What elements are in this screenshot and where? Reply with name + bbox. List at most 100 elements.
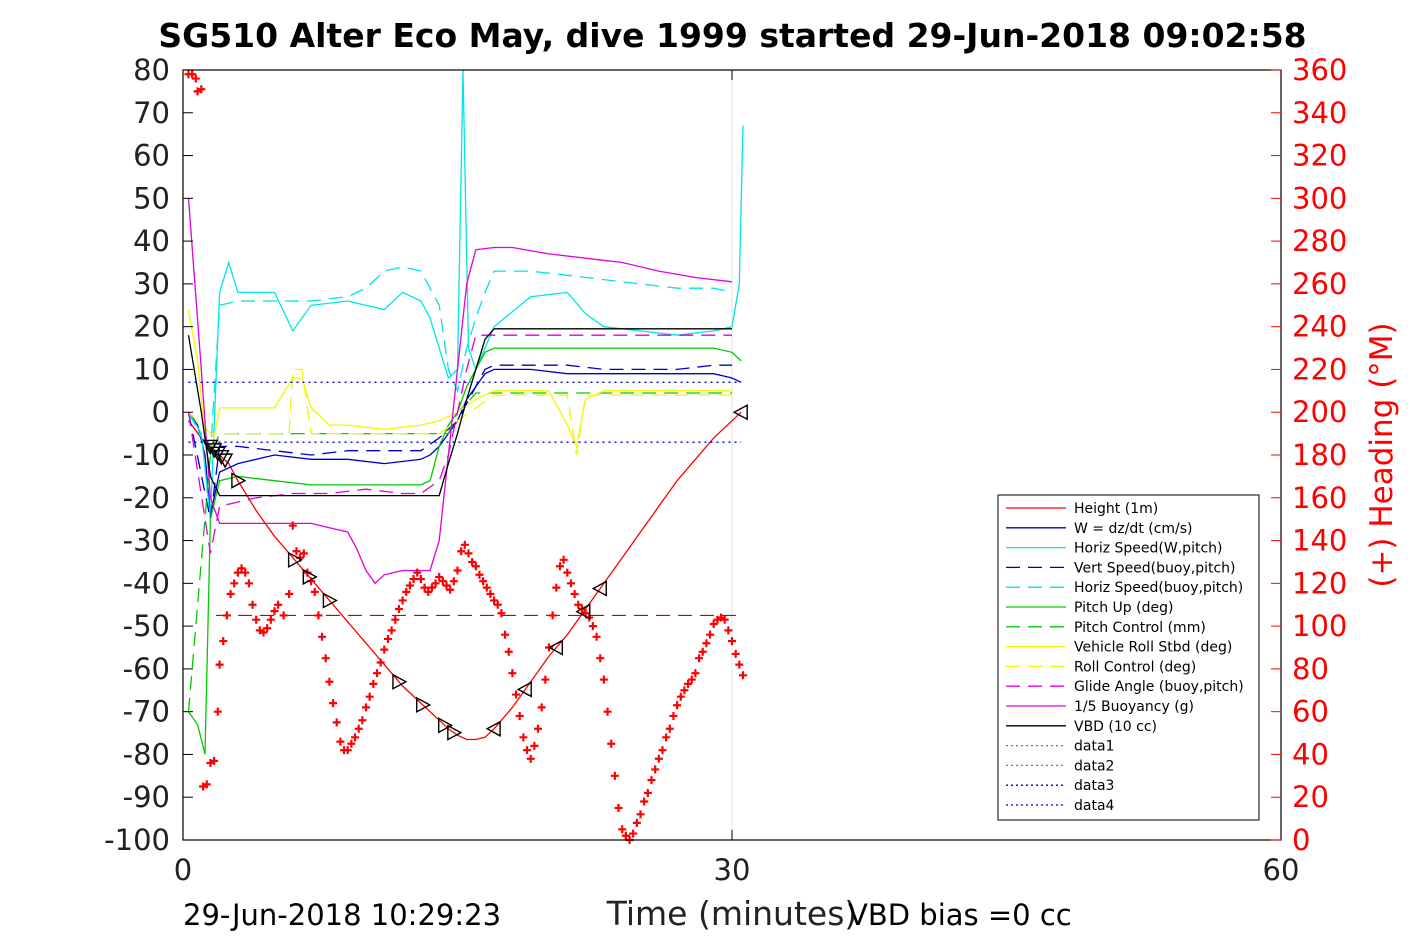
heading-point xyxy=(383,634,392,643)
x-axis-label: Time (minutes) xyxy=(606,894,858,933)
legend-label: Horiz Speed(buoy,pitch) xyxy=(1074,580,1243,596)
heading-point xyxy=(468,557,477,566)
heading-point xyxy=(464,549,473,558)
heading-point xyxy=(647,776,656,785)
heading-point xyxy=(673,701,682,710)
height-triangle-marker xyxy=(516,681,532,698)
heading-point xyxy=(460,540,469,549)
y-right-tick-label: 0 xyxy=(1292,823,1310,857)
y-left-tick-label: -90 xyxy=(123,780,170,814)
heading-point xyxy=(427,583,436,592)
heading-point xyxy=(508,669,517,678)
heading-point xyxy=(526,754,535,763)
heading-point xyxy=(279,611,288,620)
height-triangle-marker xyxy=(231,472,247,489)
y-left-tick-label: -80 xyxy=(123,737,170,771)
heading-point xyxy=(651,765,660,774)
height-triangle-marker xyxy=(437,717,454,734)
y-left-tick-label: -60 xyxy=(123,652,170,686)
heading-point xyxy=(501,630,510,639)
heading-point xyxy=(372,669,381,678)
heading-point xyxy=(669,711,678,720)
heading-point xyxy=(530,741,539,750)
y-right-tick-label: 40 xyxy=(1292,737,1329,771)
heading-point xyxy=(632,818,641,827)
heading-point xyxy=(614,803,623,812)
y-right-tick-label: 280 xyxy=(1292,224,1347,258)
heading-point xyxy=(336,737,345,746)
heading-point xyxy=(471,562,480,571)
y-axis-right-label: (+) Heading (°M) xyxy=(1364,322,1400,587)
heading-point xyxy=(299,549,308,558)
y-right-tick-label: 160 xyxy=(1292,481,1347,515)
legend-label: Height (1m) xyxy=(1074,501,1158,517)
heading-point xyxy=(365,692,374,701)
heading-point xyxy=(523,746,532,755)
heading-point xyxy=(453,566,462,575)
heading-point xyxy=(706,630,715,639)
legend: Height (1m) W = dz/dt (cm/s) Horiz Speed(W… xyxy=(997,494,1260,821)
heading-point xyxy=(226,590,235,599)
heading-point xyxy=(237,564,246,573)
x-tick-label: 30 xyxy=(714,853,751,887)
heading-point xyxy=(654,754,663,763)
series-line xyxy=(187,334,732,554)
y-right-tick-label: 80 xyxy=(1292,652,1329,686)
height-triangle-marker xyxy=(287,551,304,568)
heading-point xyxy=(197,85,206,94)
y-left-tick-label: -30 xyxy=(123,524,170,558)
height-triangle-marker xyxy=(447,724,463,741)
heading-point xyxy=(380,645,389,654)
heading-point xyxy=(574,600,583,609)
heading-point xyxy=(435,572,444,581)
legend-label: Roll Control (deg) xyxy=(1074,659,1196,675)
series-line xyxy=(187,347,742,755)
heading-point xyxy=(266,615,275,624)
heading-point xyxy=(570,590,579,599)
legend-label: Glide Angle (buoy,pitch) xyxy=(1074,679,1244,695)
footer-timestamp: 29-Jun-2018 10:29:23 xyxy=(183,898,502,932)
height-triangle-marker xyxy=(485,720,501,737)
heading-point xyxy=(449,577,458,586)
heading-point xyxy=(603,707,612,716)
series-line xyxy=(187,266,733,458)
heading-point xyxy=(588,622,597,631)
legend-label: 1/5 Buoyancy (g) xyxy=(1074,699,1194,715)
series-line xyxy=(188,368,732,456)
heading-point xyxy=(504,647,513,656)
heading-point xyxy=(643,788,652,797)
heading-point xyxy=(442,581,451,590)
y-left-tick-label: 70 xyxy=(133,96,170,130)
heading-point xyxy=(497,609,506,618)
y-left-tick-label: -40 xyxy=(123,566,170,600)
y-right-tick-label: 300 xyxy=(1292,181,1347,215)
legend-label: Vehicle Roll Stbd (deg) xyxy=(1074,640,1232,656)
heading-point xyxy=(270,607,279,616)
y-right-tick-label: 20 xyxy=(1292,780,1329,814)
heading-point xyxy=(731,649,740,658)
heading-point xyxy=(285,590,294,599)
y-left-tick-label: -20 xyxy=(123,481,170,515)
y-left-tick-label: 60 xyxy=(133,139,170,173)
heading-point xyxy=(252,615,261,624)
y-right-tick-label: 260 xyxy=(1292,267,1347,301)
x-tick-label: 0 xyxy=(174,853,192,887)
height-triangle-marker xyxy=(213,450,230,466)
heading-point xyxy=(720,615,729,624)
heading-point xyxy=(519,733,528,742)
heading-point xyxy=(347,739,356,748)
heading-point xyxy=(222,611,231,620)
heading-point xyxy=(596,654,605,663)
heading-point xyxy=(724,626,733,635)
heading-point xyxy=(274,600,283,609)
footer-vbd-bias: VBD bias =0 cc xyxy=(848,898,1072,932)
series-line xyxy=(187,69,744,520)
legend-label: Pitch Control (mm) xyxy=(1074,620,1206,636)
height-triangle-marker xyxy=(416,696,432,713)
heading-point xyxy=(202,780,211,789)
y-right-tick-label: 340 xyxy=(1292,96,1347,130)
heading-point xyxy=(241,568,250,577)
y-left-tick-label: -50 xyxy=(123,609,170,643)
heading-point xyxy=(409,575,418,584)
heading-point xyxy=(658,746,667,755)
